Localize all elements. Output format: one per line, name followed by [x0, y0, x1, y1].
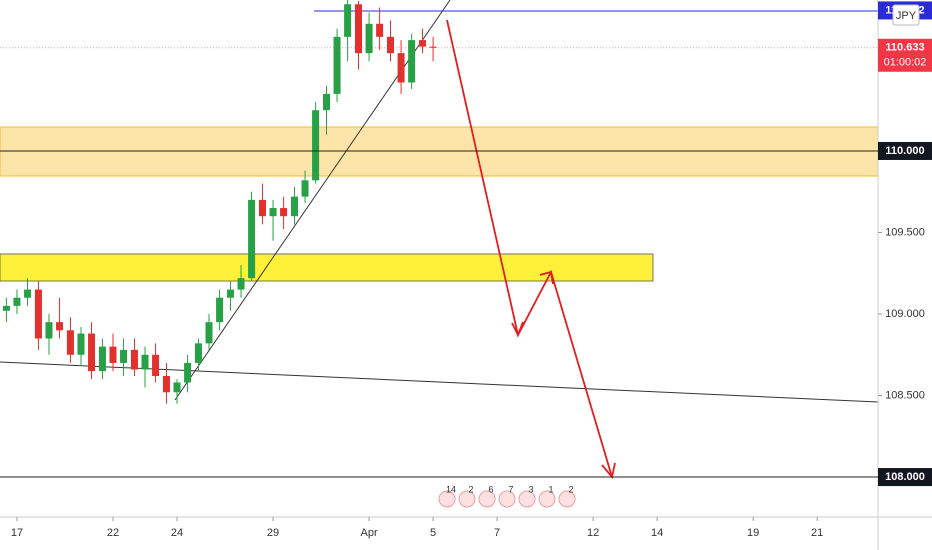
candle-body	[88, 333, 96, 372]
event-count: 2	[468, 484, 473, 494]
x-tick-label: 12	[587, 527, 599, 539]
candle-body	[77, 333, 85, 355]
x-tick-label: 29	[267, 527, 279, 539]
x-tick-label: 24	[171, 527, 183, 539]
candle-body	[397, 53, 405, 83]
candle-body	[194, 343, 202, 363]
y-tick-label: 109.500	[885, 226, 925, 238]
event-icon	[558, 490, 576, 508]
event-count: 2	[568, 484, 573, 494]
candle-body	[258, 199, 266, 217]
x-tick-label: 21	[811, 527, 823, 539]
supply-zone	[0, 126, 879, 177]
y-tick-label: 109.000	[885, 308, 925, 320]
candle-body	[290, 196, 298, 217]
event-icon	[518, 490, 536, 508]
candle-body	[173, 382, 181, 393]
x-tick-label: 17	[11, 527, 23, 539]
candle-body	[312, 110, 320, 181]
candle-body	[226, 289, 234, 298]
candle-body	[301, 180, 309, 197]
candle-body	[24, 289, 32, 298]
candle-body	[408, 40, 416, 83]
projection-path	[446, 19, 613, 478]
candle-body	[109, 346, 117, 363]
price-label-box	[878, 468, 932, 487]
candle-body	[333, 36, 341, 94]
candle-body	[429, 46, 437, 48]
demand-zone	[0, 253, 654, 282]
candle-body	[216, 297, 224, 323]
events: 14 2 6 7 3 1 2	[438, 484, 576, 508]
candle-body	[2, 305, 10, 311]
candles	[2, 0, 437, 404]
candle-body	[66, 330, 74, 355]
event-count: 3	[528, 484, 533, 494]
y-tick-label: 108.500	[885, 389, 925, 401]
candle-body	[322, 93, 330, 111]
event-count: 6	[488, 484, 493, 494]
symbol-label: JPY	[896, 10, 917, 22]
price-label-box	[878, 141, 932, 160]
candle-body	[354, 4, 362, 54]
candle-body	[13, 297, 21, 306]
candle-body	[56, 322, 64, 331]
x-tick-label: 5	[430, 527, 436, 539]
x-tick-label: 19	[747, 527, 759, 539]
event-icon	[438, 490, 456, 508]
candle-body	[152, 354, 160, 376]
candle-body	[419, 40, 427, 47]
candle-body	[45, 322, 53, 339]
last-price-box	[878, 38, 932, 72]
candle-body	[248, 199, 256, 279]
candle-body	[269, 208, 277, 217]
candle-body	[98, 346, 106, 372]
arrow-head	[511, 321, 524, 338]
candle-body	[365, 23, 373, 54]
event-count: 1	[548, 484, 553, 494]
event-count: 14	[446, 484, 456, 494]
candle-body	[344, 4, 352, 37]
x-tick-label: 22	[107, 527, 119, 539]
candle-body	[120, 349, 128, 363]
candle-body	[141, 354, 149, 370]
event-icon	[458, 490, 476, 508]
candle-body	[376, 23, 384, 37]
candle-body	[387, 36, 395, 54]
candle-body	[34, 289, 42, 339]
candle-body	[237, 278, 245, 290]
y-tick-label: 108.000	[885, 471, 925, 483]
countdown-label: 01:00:02	[884, 57, 927, 69]
candle-body	[162, 375, 170, 393]
symbol-box	[892, 4, 920, 26]
candle-body	[205, 322, 213, 344]
event-icon	[538, 490, 556, 508]
event-icon	[478, 490, 496, 508]
y-tick-label: 110.000	[885, 145, 924, 157]
last-price-label: 110.633	[885, 42, 924, 54]
candle-body	[130, 349, 138, 370]
event-count: 7	[508, 484, 513, 494]
candle-body	[184, 362, 192, 383]
event-icon	[498, 490, 516, 508]
candle-body	[280, 208, 288, 217]
x-tick-label: 14	[651, 527, 663, 539]
x-tick-label: Apr	[360, 527, 377, 539]
arrow-head	[539, 270, 554, 285]
x-tick-label: 7	[494, 527, 500, 539]
